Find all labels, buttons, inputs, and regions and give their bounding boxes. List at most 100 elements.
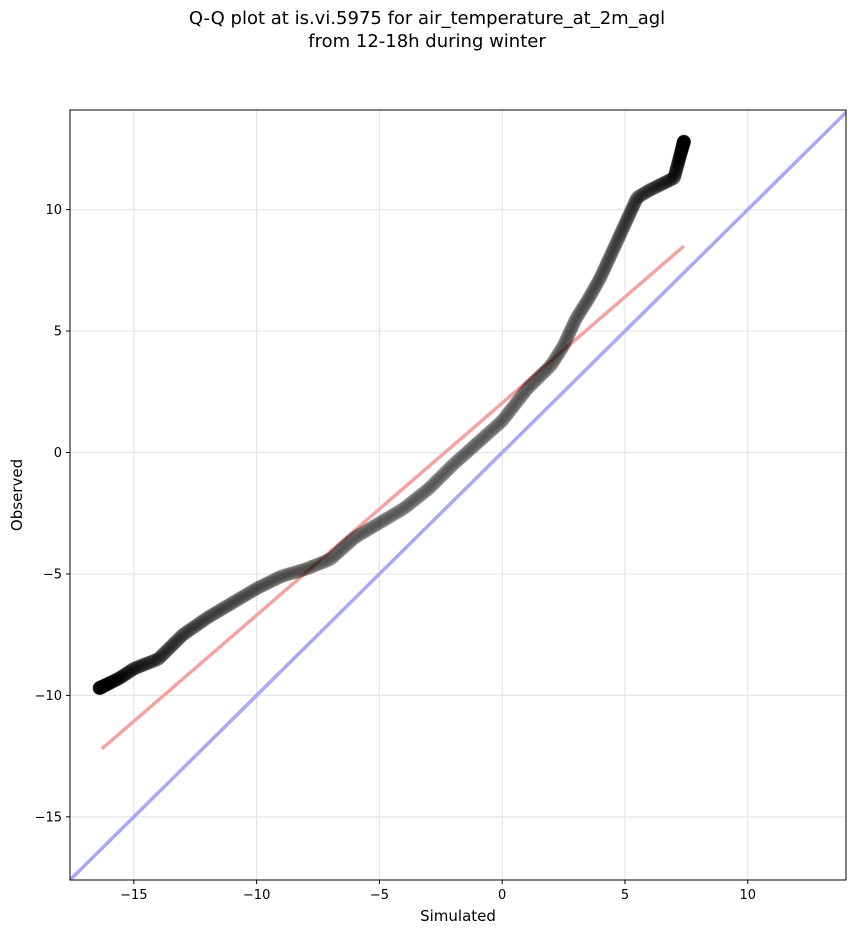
scatter-point [205, 607, 220, 622]
scatter-point [676, 134, 691, 149]
scatter-point [555, 340, 570, 355]
scatter-point [363, 520, 378, 535]
scatter-point [560, 330, 575, 345]
scatter-point [92, 681, 107, 696]
scatter-point [318, 554, 333, 569]
scatter-point [347, 531, 362, 546]
scatter-point [615, 221, 630, 236]
scatter-point [562, 324, 577, 339]
scatter-point [395, 502, 410, 517]
scatter-point [238, 588, 253, 603]
scatter-point [592, 273, 607, 288]
scatter-point [560, 329, 575, 344]
scatter-point [546, 354, 561, 369]
scatter-point [117, 667, 132, 682]
scatter-point [410, 490, 425, 505]
scatter-point [189, 618, 204, 633]
y-tick-label: −5 [43, 567, 62, 582]
scatter-point [422, 480, 437, 495]
scatter-point [549, 349, 564, 364]
scatter-point [111, 671, 126, 686]
scatter-point [673, 147, 688, 162]
scatter-point [572, 305, 587, 320]
scatter-point [345, 533, 360, 548]
scatter-point [96, 679, 111, 694]
scatter-point [447, 456, 462, 471]
scatter-point [619, 213, 634, 228]
scatter-point [337, 539, 352, 554]
scatter-point [516, 385, 531, 400]
scatter-point [609, 236, 624, 251]
scatter-point [191, 617, 206, 632]
scatter-point [103, 675, 118, 690]
scatter-point [145, 654, 160, 669]
scatter-point [116, 668, 131, 683]
scatter-point [338, 538, 353, 553]
scatter-point [211, 604, 226, 619]
scatter-point [601, 252, 616, 267]
scatter-point [122, 664, 137, 679]
scatter-point [92, 681, 107, 696]
scatter-point [228, 593, 243, 608]
scatter-point [593, 270, 608, 285]
scatter-point [561, 327, 576, 342]
scatter-point [333, 543, 348, 558]
scatter-point [440, 463, 455, 478]
scatter-point [101, 676, 116, 691]
scatter-point [418, 484, 433, 499]
scatter-point [671, 156, 686, 171]
scatter-point [676, 134, 691, 149]
scatter-point [526, 375, 541, 390]
scatter-point [676, 135, 691, 150]
scatter-point [387, 507, 402, 522]
scatter-point [123, 663, 138, 678]
scatter-point [675, 140, 690, 155]
scatter-point [449, 454, 464, 469]
scatter-point [675, 141, 690, 156]
scatter-point [262, 575, 277, 590]
scatter-point [102, 676, 117, 691]
scatter-point [548, 351, 563, 366]
scatter-point [556, 337, 571, 352]
scatter-point [482, 425, 497, 440]
scatter-point [296, 562, 311, 577]
scatter-point [258, 577, 273, 592]
scatter-point [200, 610, 215, 625]
scatter-point [102, 676, 117, 691]
scatter-point [587, 280, 602, 295]
scatter-point [531, 370, 546, 385]
scatter-point [494, 414, 509, 429]
scatter-point [613, 226, 628, 241]
scatter-point [502, 404, 517, 419]
scatter-point [668, 165, 683, 180]
scatter-point [665, 171, 680, 186]
scatter-point [407, 493, 422, 508]
scatter-point [473, 433, 488, 448]
scatter-point [559, 333, 574, 348]
scatter-point [350, 528, 365, 543]
scatter-point [672, 152, 687, 167]
scatter-point [198, 611, 213, 626]
scatter-point [459, 445, 474, 460]
scatter-point [557, 336, 572, 351]
scatter-point [649, 179, 664, 194]
scatter-point [668, 164, 683, 179]
scatter-point [669, 162, 684, 177]
scatter-point [197, 612, 212, 627]
scatter-point [103, 675, 118, 690]
scatter-point [667, 168, 682, 183]
scatter-point [674, 142, 689, 157]
scatter-point [490, 417, 505, 432]
scatter-point [673, 147, 688, 162]
scatter-point [676, 135, 691, 150]
scatter-point [377, 513, 392, 528]
scatter-point [628, 193, 643, 208]
scatter-point [669, 161, 684, 176]
scatter-point [566, 316, 581, 331]
scatter-point [612, 228, 627, 243]
scatter-point [618, 215, 633, 230]
scatter-point [100, 677, 115, 692]
scatter-point [155, 647, 170, 662]
scatter-point [539, 363, 554, 378]
scatter-point [178, 626, 193, 641]
